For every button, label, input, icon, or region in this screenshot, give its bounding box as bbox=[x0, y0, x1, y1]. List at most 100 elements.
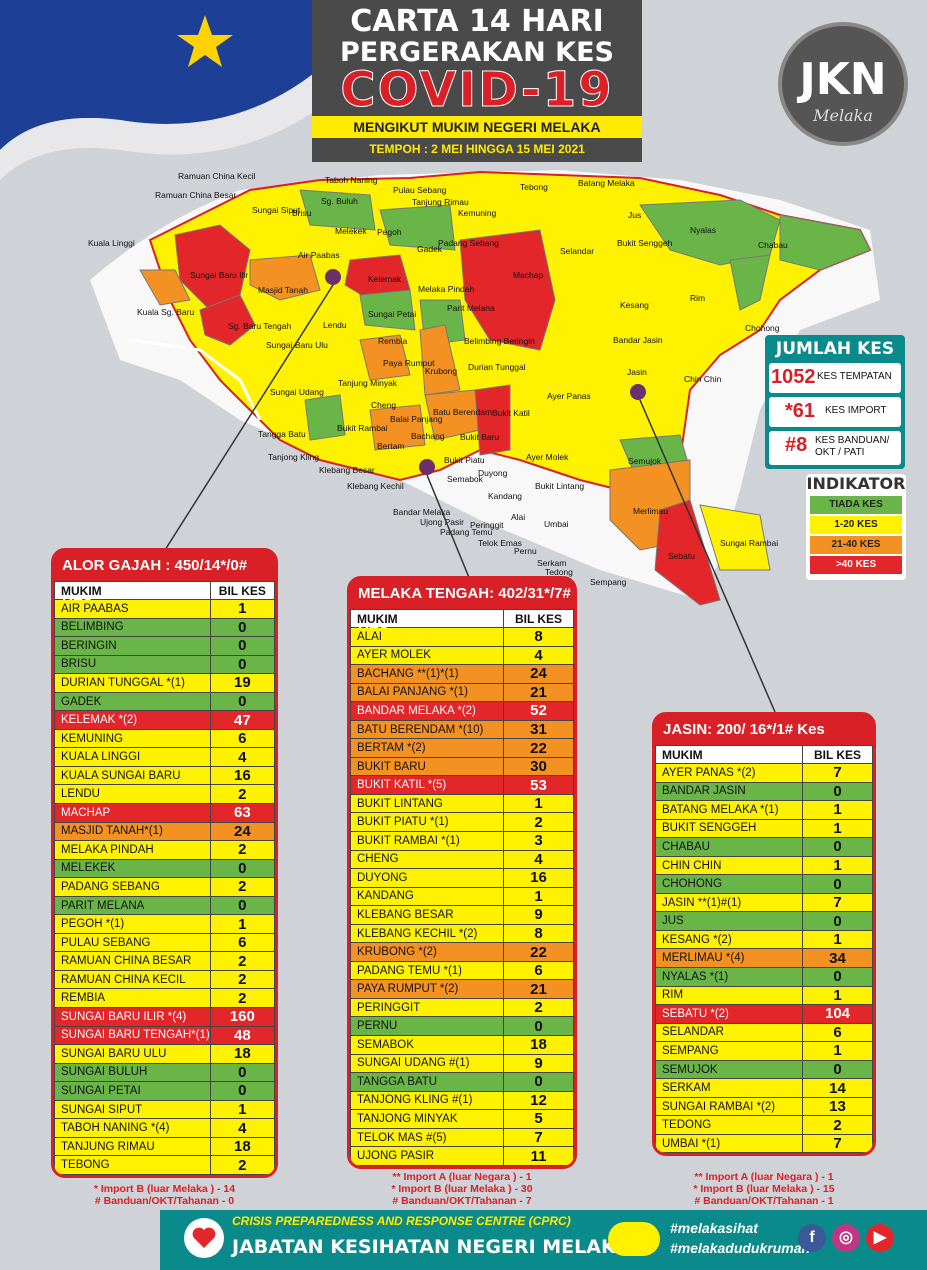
title-line-1: CARTA 14 HARI bbox=[350, 4, 604, 39]
case-count-cell: 2 bbox=[802, 1115, 873, 1135]
case-count-cell: 63 bbox=[209, 803, 275, 823]
case-count-cell: 1 bbox=[802, 985, 873, 1006]
map-label: Tanjung Rimau bbox=[412, 197, 469, 207]
map-label: Sungai Udang bbox=[270, 387, 324, 397]
facebook-icon[interactable]: f bbox=[798, 1224, 826, 1252]
map-label: Sungai Petai bbox=[368, 309, 417, 319]
column-header-bil-kes: BIL KES bbox=[802, 745, 873, 764]
map-label: Klebang Kechil bbox=[347, 481, 404, 491]
case-count-cell: 14 bbox=[802, 1078, 873, 1098]
case-count-cell: 2 bbox=[209, 969, 275, 990]
map-label: Ujong Pasir bbox=[420, 517, 464, 527]
mukim-cell: BATU BERENDAM *(10) bbox=[350, 719, 504, 740]
case-count-cell: 3 bbox=[503, 831, 574, 851]
table-row: KUALA SUNGAI BARU 16 bbox=[54, 765, 275, 786]
table-row: GADEK 0 bbox=[54, 691, 275, 712]
map-label: Klebang Besar bbox=[319, 465, 375, 475]
mukim-cell: SUNGAI PETAI bbox=[54, 1081, 211, 1101]
map-label: Umbai bbox=[544, 519, 569, 529]
case-count-cell: 6 bbox=[802, 1022, 873, 1043]
map-label: Kuala Linggi bbox=[88, 238, 135, 248]
alor-gajah-footnotes: * Import B (luar Melaka ) - 14 # Banduan/… bbox=[51, 1183, 278, 1207]
mukim-cell: SEBATU *(2) bbox=[655, 1004, 803, 1024]
cases-table: MUKIM BIL KES AIR PAABAS 1 BELIMBING 0 BERINGI… bbox=[54, 581, 275, 1175]
table-row: KRUBONG *(2) 22 bbox=[350, 942, 574, 962]
mukim-cell: BUKIT BARU bbox=[350, 756, 504, 777]
case-count-cell: 22 bbox=[503, 738, 574, 758]
map-label: Bukit Senggeh bbox=[617, 238, 673, 248]
mukim-cell: BUKIT RAMBAI *(1) bbox=[350, 831, 504, 851]
map-label: Kesang bbox=[620, 300, 649, 310]
map-label: Bertam bbox=[377, 441, 405, 451]
map-label: Sg. Buluh bbox=[321, 196, 358, 206]
jkn-logo: JKN Melaka bbox=[778, 22, 908, 146]
table-row: AYER PANAS *(2) 7 bbox=[655, 763, 873, 783]
map-label: Bukit Rambai bbox=[337, 423, 388, 433]
total-import-label: KES IMPORT bbox=[825, 405, 887, 416]
mukim-cell: RAMUAN CHINA BESAR bbox=[54, 951, 211, 971]
title-block: CARTA 14 HARI PERGERAKAN KES COVID-19 ME… bbox=[312, 0, 642, 162]
case-count-cell: 0 bbox=[802, 837, 873, 857]
map-label: Padang Temu bbox=[440, 527, 493, 537]
case-count-cell: 0 bbox=[503, 1016, 574, 1037]
map-label: Sungai Rambai bbox=[720, 538, 779, 548]
mukim-cell: MERLIMAU *(4) bbox=[655, 948, 803, 969]
mukim-cell: BELIMBING bbox=[54, 617, 211, 638]
total-cases-panel: JUMLAH KES 1052 KES TEMPATAN *61 KES IMP… bbox=[765, 335, 905, 469]
indicator-title: INDIKATOR bbox=[806, 474, 906, 493]
mukim-cell: DURIAN TUNGGAL *(1) bbox=[54, 673, 211, 693]
mukim-cell: BACHANG **(1)*(1) bbox=[350, 664, 504, 684]
mukim-cell: SUNGAI SIPUT bbox=[54, 1099, 211, 1120]
column-header-mukim: MUKIM bbox=[350, 609, 504, 628]
mukim-cell: MACHAP bbox=[54, 803, 211, 823]
table-row: KELEMAK *(2) 47 bbox=[54, 710, 275, 730]
table-row: SELANDAR 6 bbox=[655, 1022, 873, 1043]
total-local-label: KES TEMPATAN bbox=[817, 371, 892, 382]
map-label: Jus bbox=[628, 210, 642, 220]
jkn-text: JABATAN KESIHATAN NEGERI MELAKA bbox=[232, 1236, 631, 1258]
table-row: PEGOH *(1) 1 bbox=[54, 914, 275, 934]
mukim-cell: SUNGAI UDANG #(1) bbox=[350, 1053, 504, 1074]
mukim-cell: UMBAI *(1) bbox=[655, 1133, 803, 1154]
logo-subtext: Melaka bbox=[813, 106, 873, 125]
mukim-cell: BANDAR MELAKA *(2) bbox=[350, 701, 504, 721]
map-label: Rembia bbox=[378, 336, 408, 346]
table-row: SUNGAI BULUH 0 bbox=[54, 1062, 275, 1083]
table-row: RAMUAN CHINA KECIL 2 bbox=[54, 969, 275, 990]
map-label: Peringgit bbox=[470, 520, 504, 530]
indicator-row: 21-40 KES bbox=[810, 536, 902, 554]
alor-gajah-table: ALOR GAJAH : 450/14*/0# KESMUKIMBIL KESA… bbox=[51, 548, 278, 1178]
mukim-cell: CHABAU bbox=[655, 837, 803, 857]
mukim-cell: KELEMAK *(2) bbox=[54, 710, 211, 730]
mukim-cell: PEGOH *(1) bbox=[54, 914, 211, 934]
case-count-cell: 4 bbox=[503, 645, 574, 666]
case-count-cell: 1 bbox=[802, 855, 873, 876]
instagram-icon[interactable]: ◎ bbox=[832, 1224, 860, 1252]
case-count-cell: 2 bbox=[209, 840, 275, 860]
mukim-cell: AYER PANAS *(2) bbox=[655, 763, 803, 783]
table-row: TEDONG 2 bbox=[655, 1115, 873, 1135]
map-label: Gadek bbox=[417, 244, 443, 254]
mukim-cell: PADANG SEBANG bbox=[54, 877, 211, 897]
map-label: Bukit Baru bbox=[460, 432, 500, 442]
table-row: BANDAR JASIN 0 bbox=[655, 781, 873, 802]
case-count-cell: 9 bbox=[503, 905, 574, 925]
map-label: Krubong bbox=[425, 366, 458, 376]
hashtag-melakadudukrumah: #melakadudukrumah bbox=[670, 1240, 811, 1256]
jasin-table: JASIN: 200/ 16*/1# Kes MUKIM BIL KES AYER P… bbox=[652, 712, 876, 1157]
map-label: Jasin bbox=[627, 367, 647, 377]
map-label: Air Paabas bbox=[298, 250, 340, 260]
column-header-mukim: MUKIM bbox=[655, 745, 803, 764]
table-row: MASJID TANAH*(1) 24 bbox=[54, 821, 275, 842]
map-label: Taboh Naning bbox=[325, 175, 378, 185]
table-row: TELOK MAS #(5) 7 bbox=[350, 1127, 574, 1148]
mukim-cell: PULAU SEBANG bbox=[54, 932, 211, 953]
mukim-cell: SUNGAI BARU ULU bbox=[54, 1044, 211, 1064]
mukim-cell: SERKAM bbox=[655, 1078, 803, 1098]
map-label: Sungai Siput bbox=[252, 205, 301, 215]
case-count-cell: 0 bbox=[802, 1059, 873, 1080]
cprc-text: CRISIS PREPAREDNESS AND RESPONSE CENTRE … bbox=[232, 1214, 571, 1228]
case-count-cell: 1 bbox=[209, 1099, 275, 1120]
youtube-icon[interactable]: ▶ bbox=[866, 1224, 894, 1252]
table-row: SUNGAI BARU TENGAH*(1) 48 bbox=[54, 1025, 275, 1046]
